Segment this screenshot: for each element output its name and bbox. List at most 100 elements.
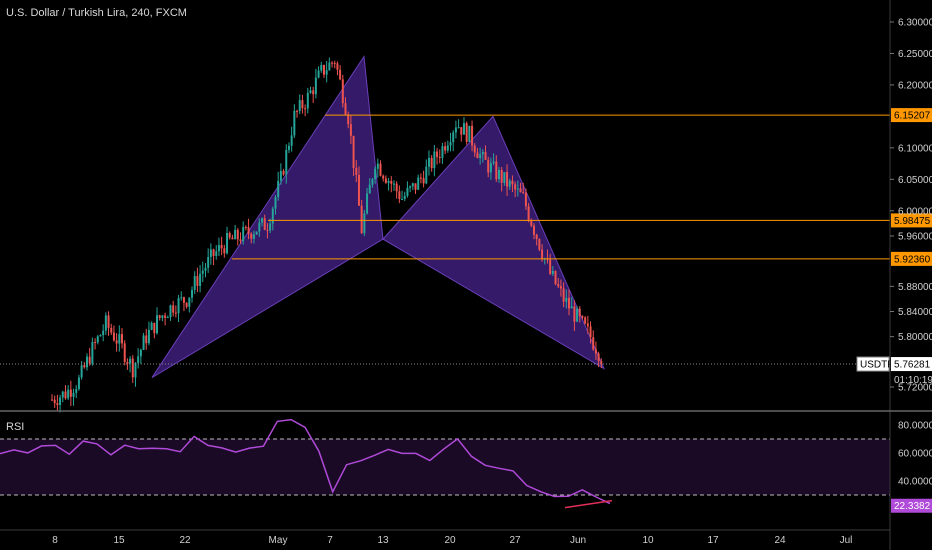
candle-body — [471, 125, 474, 146]
candle-body — [481, 151, 484, 155]
candle-body — [403, 195, 406, 199]
candle-body — [446, 145, 449, 151]
candle-body — [355, 167, 358, 176]
candle-body — [414, 183, 417, 190]
candle-body — [279, 170, 282, 181]
level-tag-label: 5.92360 — [894, 254, 931, 265]
candle-body — [371, 179, 374, 185]
candle-body — [172, 305, 175, 313]
candle-body — [188, 297, 191, 307]
candle-body — [328, 62, 331, 71]
candle-body — [366, 193, 369, 214]
rsi-value-label: 22.3382 — [894, 501, 931, 512]
candle-body — [247, 227, 250, 234]
candle-body — [497, 169, 500, 180]
candle-body — [422, 178, 425, 184]
candle-body — [274, 197, 277, 209]
candle-body — [554, 271, 557, 285]
candle-body — [452, 132, 455, 143]
candle-body — [304, 108, 307, 110]
candle-body — [508, 180, 511, 187]
price-tick-label: 6.25000 — [898, 49, 932, 60]
price-tick-label: 5.84000 — [898, 307, 932, 318]
candle-body — [220, 245, 223, 249]
candle-body — [492, 161, 495, 164]
candle-body — [333, 62, 336, 64]
candle-body — [336, 63, 339, 70]
candle-body — [99, 335, 102, 337]
candle-body — [347, 114, 350, 125]
level-tag-label: 6.15207 — [894, 111, 931, 122]
candle-body — [524, 192, 527, 207]
candle-body — [174, 312, 177, 314]
candle-body — [207, 256, 210, 268]
candle-body — [242, 227, 245, 242]
candle-body — [147, 329, 150, 344]
price-tick-label: 5.80000 — [898, 332, 932, 343]
price-tick-label: 5.96000 — [898, 231, 932, 242]
time-tick-label: May — [269, 535, 288, 546]
candle-body — [489, 163, 492, 173]
candle-body — [228, 232, 231, 238]
last-price-tag — [891, 357, 932, 372]
candle-body — [236, 229, 239, 240]
candle-body — [597, 353, 600, 362]
candle-body — [516, 188, 519, 190]
candle-body — [161, 315, 164, 318]
candle-body — [285, 149, 288, 175]
candle-body — [226, 232, 229, 254]
candle-body — [374, 168, 377, 180]
time-tick-label: 7 — [327, 535, 333, 546]
time-tick-label: 15 — [113, 535, 125, 546]
candle-body — [519, 188, 522, 193]
candle-body — [158, 315, 161, 318]
candle-body — [406, 187, 409, 196]
symbol-title[interactable]: U.S. Dollar / Turkish Lira, 240, FXCM — [6, 7, 187, 19]
candle-body — [166, 317, 169, 319]
time-tick-label: Jun — [570, 535, 586, 546]
candle-body — [69, 389, 72, 397]
rsi-divergence-line — [564, 499, 613, 509]
time-tick-label: 13 — [377, 535, 389, 546]
rsi-indicator-label[interactable]: RSI — [6, 421, 25, 433]
candle-body — [112, 332, 115, 341]
candle-body — [156, 315, 159, 334]
candle-body — [425, 166, 428, 184]
candle-body — [314, 77, 317, 95]
candle-body — [64, 391, 67, 399]
candle-body — [298, 100, 301, 112]
candle-body — [576, 308, 579, 322]
candle-body — [382, 175, 385, 179]
price-tick-label: 6.20000 — [898, 80, 932, 91]
candle-body — [75, 389, 78, 393]
candle-body — [261, 218, 264, 223]
candle-body — [287, 145, 290, 150]
candle-body — [123, 343, 126, 363]
time-tick-label: 22 — [179, 535, 191, 546]
level-tag-label: 5.98475 — [894, 216, 931, 227]
candle-body — [549, 259, 552, 274]
candle-body — [199, 273, 202, 286]
candle-body — [182, 297, 185, 303]
candle-body — [204, 267, 207, 271]
candle-body — [263, 218, 266, 230]
candle-body — [433, 151, 436, 169]
candle-body — [53, 399, 56, 404]
candle-body — [411, 183, 414, 187]
candle-body — [72, 392, 75, 397]
candle-body — [258, 222, 261, 232]
candle-body — [193, 276, 196, 290]
candle-body — [164, 315, 167, 318]
candle-body — [532, 225, 535, 235]
candle-body — [387, 180, 390, 183]
candle-body — [61, 391, 64, 398]
candle-body — [131, 358, 134, 378]
candle-body — [395, 183, 398, 192]
candle-body — [600, 361, 603, 364]
time-tick-label: 17 — [707, 535, 719, 546]
candle-body — [584, 317, 587, 324]
harmonic-pattern — [151, 55, 606, 378]
